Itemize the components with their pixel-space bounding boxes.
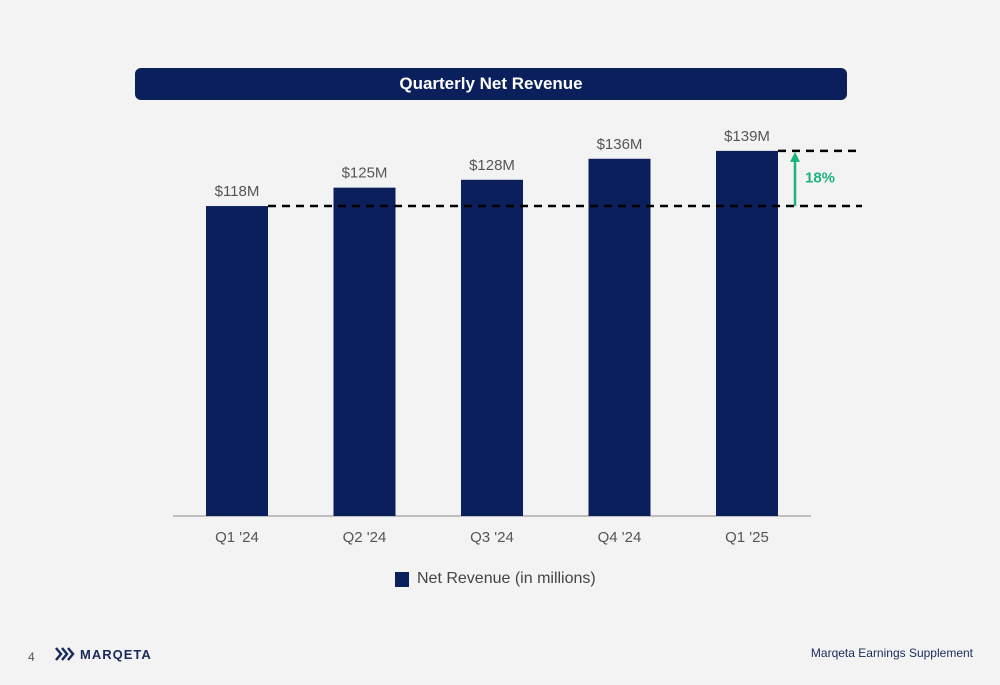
page-number: 4 xyxy=(28,650,35,664)
legend-swatch xyxy=(395,571,409,587)
legend: Net Revenue (in millions) xyxy=(395,568,596,590)
chart-title: Quarterly Net Revenue xyxy=(399,74,583,93)
data-label-4: $136M xyxy=(597,136,643,153)
growth-percent-label: 18% xyxy=(805,169,835,186)
x-tick-label-3: Q3 '24 xyxy=(470,529,514,546)
x-tick-label-5: Q1 '25 xyxy=(725,529,769,546)
chart-title-bar: Quarterly Net Revenue xyxy=(135,68,847,100)
data-label-2: $125M xyxy=(342,165,388,182)
growth-arrow-icon xyxy=(790,151,800,162)
data-label-5: $139M xyxy=(724,128,770,145)
bar-3 xyxy=(461,179,523,516)
bar-5 xyxy=(716,150,778,517)
data-label-3: $128M xyxy=(469,157,515,174)
footer-title: Marqeta Earnings Supplement xyxy=(810,646,973,660)
x-tick-label-4: Q4 '24 xyxy=(598,529,642,546)
chevrons-logo-icon xyxy=(55,647,75,661)
bar-4 xyxy=(588,158,651,517)
logo-text: MARQETA xyxy=(80,646,152,662)
x-tick-label-2: Q2 '24 xyxy=(343,529,387,546)
legend-label: Net Revenue (in millions) xyxy=(417,570,596,587)
bar-2 xyxy=(333,187,396,516)
data-label-1: $118M xyxy=(215,183,260,200)
bar-1 xyxy=(206,206,268,516)
marqeta-logo: MARQETA xyxy=(54,646,152,662)
x-tick-label-1: Q1 '24 xyxy=(215,529,259,546)
